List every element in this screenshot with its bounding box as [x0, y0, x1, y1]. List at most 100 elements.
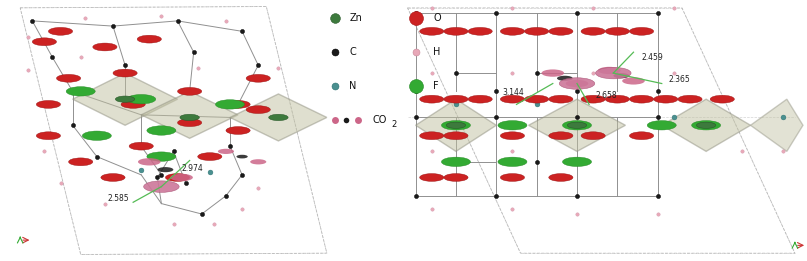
- Text: C: C: [349, 47, 356, 57]
- Polygon shape: [73, 73, 178, 125]
- Circle shape: [246, 74, 270, 82]
- Circle shape: [113, 69, 137, 77]
- Circle shape: [178, 87, 202, 95]
- Text: 2.585: 2.585: [107, 194, 129, 203]
- Circle shape: [498, 121, 527, 130]
- Text: Zn: Zn: [349, 13, 362, 23]
- Circle shape: [180, 114, 199, 121]
- Circle shape: [137, 35, 161, 43]
- Circle shape: [525, 27, 549, 35]
- Circle shape: [500, 27, 525, 35]
- Polygon shape: [751, 99, 803, 151]
- Circle shape: [170, 174, 193, 181]
- Circle shape: [147, 126, 176, 135]
- Polygon shape: [529, 99, 625, 151]
- Circle shape: [500, 132, 525, 140]
- Text: 2.365: 2.365: [668, 75, 690, 84]
- Circle shape: [444, 27, 468, 35]
- Circle shape: [605, 27, 629, 35]
- Circle shape: [441, 121, 470, 130]
- Text: 2.459: 2.459: [642, 53, 663, 62]
- Polygon shape: [662, 99, 751, 151]
- Circle shape: [157, 167, 174, 172]
- Text: 2.658: 2.658: [596, 91, 617, 100]
- Circle shape: [710, 95, 734, 103]
- Circle shape: [144, 181, 179, 192]
- Circle shape: [468, 27, 492, 35]
- Circle shape: [178, 119, 202, 127]
- Circle shape: [218, 149, 234, 154]
- Circle shape: [444, 174, 468, 181]
- Circle shape: [557, 76, 573, 81]
- Circle shape: [605, 95, 629, 103]
- Circle shape: [629, 27, 654, 35]
- Circle shape: [129, 142, 153, 150]
- Circle shape: [696, 122, 716, 128]
- Circle shape: [69, 158, 93, 166]
- Text: 3.144: 3.144: [503, 88, 525, 97]
- Circle shape: [549, 132, 573, 140]
- Circle shape: [32, 38, 56, 46]
- Circle shape: [549, 95, 573, 103]
- Circle shape: [622, 77, 645, 85]
- Circle shape: [115, 96, 135, 102]
- Circle shape: [549, 27, 573, 35]
- Circle shape: [138, 158, 161, 165]
- Circle shape: [692, 121, 721, 130]
- Circle shape: [468, 95, 492, 103]
- Circle shape: [613, 73, 629, 78]
- Circle shape: [250, 159, 266, 164]
- Text: O: O: [433, 13, 441, 23]
- Circle shape: [56, 74, 81, 82]
- Polygon shape: [141, 91, 238, 138]
- Circle shape: [36, 100, 61, 108]
- Circle shape: [66, 87, 95, 96]
- Text: 2: 2: [391, 120, 397, 129]
- Circle shape: [246, 106, 270, 114]
- Circle shape: [562, 157, 592, 167]
- Circle shape: [596, 67, 631, 79]
- Circle shape: [444, 132, 468, 140]
- Circle shape: [236, 155, 248, 158]
- Circle shape: [198, 153, 222, 161]
- Polygon shape: [416, 99, 496, 151]
- Circle shape: [567, 122, 587, 128]
- Circle shape: [559, 78, 595, 89]
- Circle shape: [147, 152, 176, 161]
- Circle shape: [566, 80, 588, 87]
- Circle shape: [444, 95, 468, 103]
- Circle shape: [500, 174, 525, 181]
- Circle shape: [541, 69, 564, 77]
- Circle shape: [127, 94, 156, 104]
- Circle shape: [165, 174, 190, 181]
- Circle shape: [269, 114, 288, 121]
- Circle shape: [36, 132, 61, 140]
- Circle shape: [498, 157, 527, 167]
- Text: F: F: [433, 81, 439, 91]
- Circle shape: [678, 95, 702, 103]
- Circle shape: [629, 132, 654, 140]
- Circle shape: [420, 95, 444, 103]
- Circle shape: [562, 121, 592, 130]
- Text: N: N: [349, 81, 357, 91]
- Circle shape: [48, 27, 73, 35]
- Text: H: H: [433, 47, 441, 57]
- Circle shape: [226, 100, 250, 108]
- Circle shape: [215, 100, 245, 109]
- Circle shape: [581, 27, 605, 35]
- Text: 2.974: 2.974: [182, 164, 203, 173]
- Circle shape: [581, 95, 605, 103]
- Circle shape: [598, 67, 621, 74]
- Circle shape: [82, 131, 111, 140]
- Circle shape: [647, 121, 676, 130]
- Circle shape: [525, 95, 549, 103]
- Circle shape: [549, 174, 573, 181]
- Circle shape: [93, 43, 117, 51]
- Circle shape: [629, 95, 654, 103]
- Circle shape: [420, 27, 444, 35]
- Circle shape: [441, 157, 470, 167]
- Polygon shape: [230, 94, 327, 141]
- Circle shape: [581, 132, 605, 140]
- Circle shape: [654, 95, 678, 103]
- Circle shape: [101, 174, 125, 181]
